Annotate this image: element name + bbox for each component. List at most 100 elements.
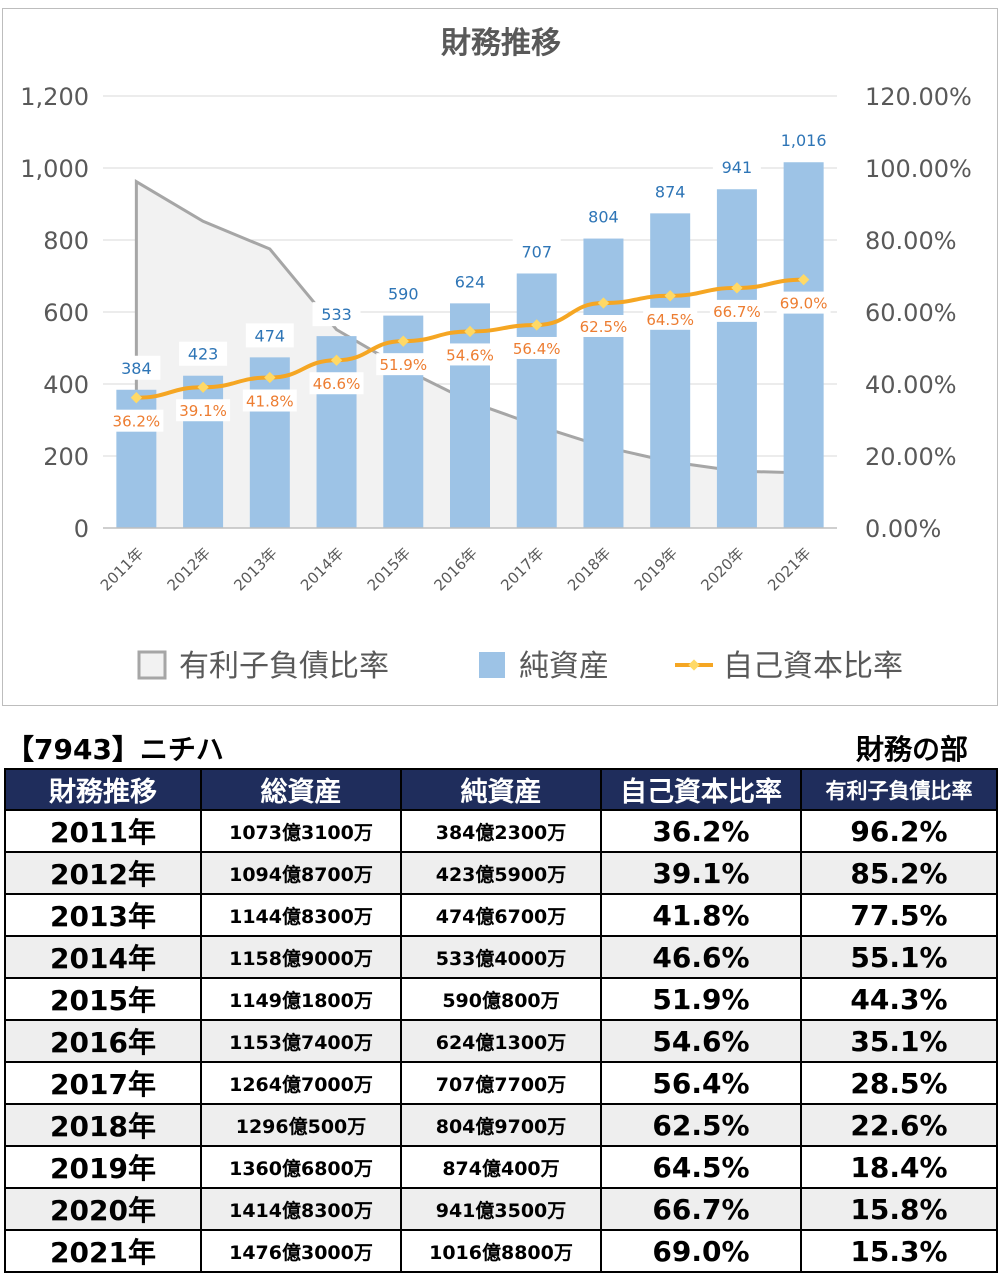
y-axis-tick-label: 200 [43,443,89,471]
cell-net-assets: 423億5900万 [400,851,602,895]
cell-debt-ratio: 18.4% [800,1145,998,1189]
net-assets-bar [583,238,624,528]
cell-total-assets: 1360億6800万 [200,1145,402,1189]
equity-ratio-label: 36.2% [113,413,161,431]
x-axis-tick-label: 2017年 [497,544,547,594]
bar-label-bg [512,239,561,264]
legend-swatch-net-assets [479,652,505,678]
bar-value-label: 423 [188,345,219,364]
x-axis-tick-label: 2014年 [297,544,347,594]
equity-ratio-marker [531,319,543,331]
cell-total-assets: 1094億8700万 [200,851,402,895]
cell-debt-ratio: 28.5% [800,1061,998,1105]
equity-ratio-label: 51.9% [379,356,427,374]
legend-marker-equity-ratio [688,659,700,671]
table-row: 2013年 1144億8300万 474億6700万 41.8% 77.5% [4,893,998,937]
cell-net-assets: 804億9700万 [400,1103,602,1147]
line-label-bg [309,372,364,395]
bar-value-label: 384 [121,359,152,378]
bar-label-bg [379,281,428,306]
equity-ratio-marker [130,392,143,404]
chart-frame: 財務推移 384 423 474 533 590 624 707 804 874 941 1,016… [2,8,998,706]
bar-value-label: 474 [255,326,286,345]
cell-debt-ratio: 35.1% [800,1019,998,1063]
line-label-bg [643,307,698,330]
header-debt-ratio: 有利子負債比率 [800,768,998,811]
cell-year: 2017年 [4,1061,202,1105]
net-assets-bar [183,375,224,528]
cell-total-assets: 1158億9000万 [200,935,402,979]
line-label-bg [509,336,564,359]
y2-axis-tick-label: 0.00% [865,515,941,543]
financial-chart: 財務推移 384 423 474 533 590 624 707 804 874 941 1,016… [20,26,972,684]
cell-net-assets: 874億400万 [400,1145,602,1189]
bar-value-label: 590 [388,285,419,304]
cell-total-assets: 1296億500万 [200,1103,402,1147]
cell-debt-ratio: 85.2% [800,851,998,895]
equity-ratio-marker [597,297,610,309]
cell-year: 2011年 [4,809,202,853]
debt-ratio-area-fill [136,181,804,528]
table-row: 2014年 1158億9000万 533億4000万 46.6% 55.1% [4,935,998,979]
net-assets-bars: 384 423 474 533 590 624 707 804 874 941 1,016 [112,128,828,529]
line-label-bg [576,315,631,337]
equity-ratio-line: 36.2% 39.1% 41.8% 46.6% 51.9% 54.6% 56.4% 62.5%… [109,273,831,432]
cell-year: 2014年 [4,935,202,979]
table-row: 2016年 1153億7400万 624億1300万 54.6% 35.1% [4,1019,998,1063]
table-row: 2020年 1414億8300万 941億3500万 66.7% 15.8% [4,1187,998,1231]
cell-total-assets: 1073億3100万 [200,809,402,853]
table-row: 2017年 1264億7000万 707億7700万 56.4% 28.5% [4,1061,998,1105]
cell-total-assets: 1414億8300万 [200,1187,402,1231]
cell-total-assets: 1153億7400万 [200,1019,402,1063]
equity-ratio-label: 54.6% [446,346,494,364]
cell-year: 2021年 [4,1229,202,1273]
equity-ratio-label: 41.8% [246,393,294,411]
equity-ratio-marker [330,354,343,366]
table-header-row: 財務推移 総資産 純資産 自己資本比率 有利子負債比率 [4,768,998,811]
legend-label-equity-ratio: 自己資本比率 [723,649,903,684]
equity-ratio-marker [464,325,476,338]
cell-equity-ratio: 62.5% [600,1103,802,1147]
bar-value-label: 533 [321,305,352,324]
legend: 有利子負債比率 純資産 自己資本比率 [137,649,903,684]
cell-year: 2019年 [4,1145,202,1189]
cell-year: 2016年 [4,1019,202,1063]
cell-equity-ratio: 51.9% [600,977,802,1021]
bar-value-label: 804 [588,208,619,227]
header-net-assets: 純資産 [400,768,602,811]
cell-equity-ratio: 56.4% [600,1061,802,1105]
table-row: 2012年 1094億8700万 423億5900万 39.1% 85.2% [4,851,998,895]
net-assets-bar [383,315,424,528]
equity-ratio-label: 46.6% [313,375,361,393]
y2-axis-tick-label: 20.00% [865,443,957,471]
table-row: 2018年 1296億500万 804億9700万 62.5% 22.6% [4,1103,998,1147]
y-axis-tick-label: 0 [74,515,89,543]
bar-label-bg [179,341,228,366]
y2-axis-tick-label: 60.00% [865,299,957,327]
equity-ratio-label: 62.5% [580,318,628,336]
legend-label-net-assets: 純資産 [519,649,609,684]
chart-title: 財務推移 [441,26,561,61]
company-code: 【7943】ニチハ [6,733,224,766]
cell-net-assets: 384億2300万 [400,809,602,853]
net-assets-bar [716,189,757,529]
bar-value-label: 941 [722,158,753,177]
table-row: 2011年 1073億3100万 384億2300万 36.2% 96.2% [4,809,998,853]
cell-equity-ratio: 69.0% [600,1229,802,1273]
y-axis-tick-label: 400 [43,371,89,399]
bar-label-bg [712,155,761,180]
x-axis-tick-label: 2015年 [364,544,414,594]
line-label-bg [443,343,497,366]
equity-ratio-marker [664,290,676,302]
cell-net-assets: 707億7700万 [400,1061,602,1105]
bar-label-bg [112,355,161,380]
equity-ratio-label: 66.7% [713,303,761,321]
equity-ratio-marker [264,371,276,384]
cell-net-assets: 624億1300万 [400,1019,602,1063]
bar-label-bg [579,204,628,229]
cell-debt-ratio: 15.8% [800,1187,998,1231]
equity-ratio-marker [731,282,743,294]
cell-net-assets: 474億6700万 [400,893,602,937]
cell-debt-ratio: 77.5% [800,893,998,937]
financial-table: 財務推移 総資産 純資産 自己資本比率 有利子負債比率 2011年 1073億31… [4,768,998,1273]
